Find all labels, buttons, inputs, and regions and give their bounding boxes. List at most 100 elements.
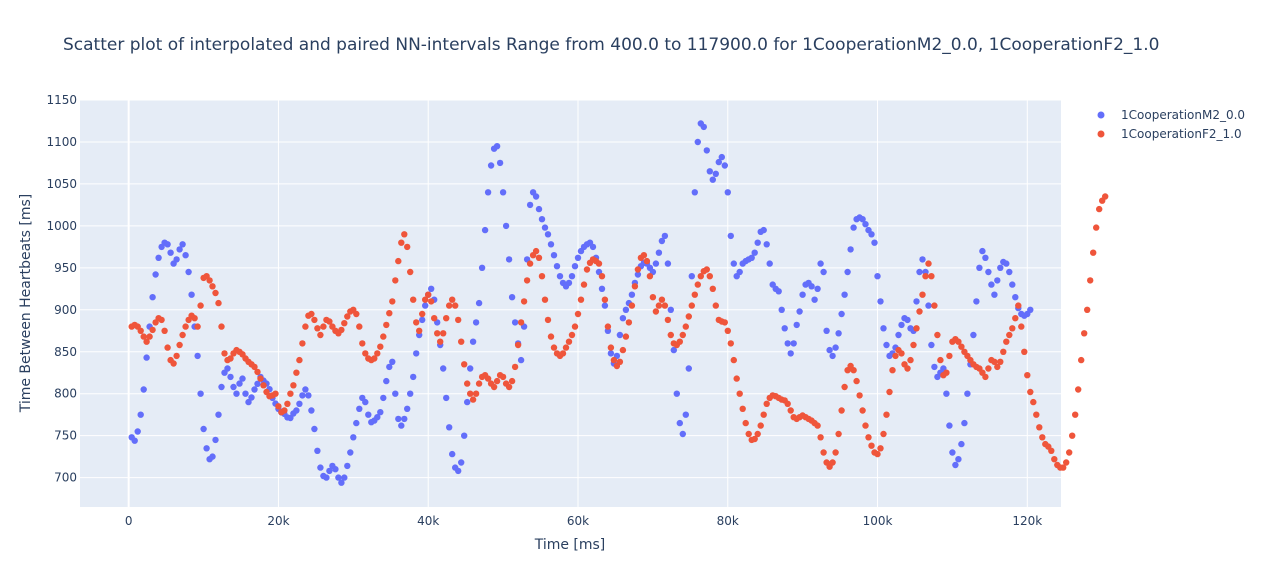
data-point [880, 430, 887, 438]
data-point [883, 341, 890, 349]
data-point [1006, 331, 1013, 339]
data-point [982, 373, 989, 381]
data-point [508, 294, 516, 301]
data-point [1048, 447, 1055, 454]
data-point [610, 356, 618, 364]
data-point [721, 162, 728, 169]
data-point [652, 308, 660, 315]
y-tick-label: 950 [54, 261, 77, 275]
data-point [724, 327, 731, 334]
data-point [646, 273, 654, 280]
data-point [985, 268, 992, 276]
data-point [469, 396, 477, 403]
data-point [601, 296, 609, 303]
data-point [961, 419, 968, 427]
data-point [628, 302, 636, 309]
data-point [736, 390, 743, 397]
x-tick-label: 120k [1012, 514, 1042, 528]
data-point [694, 281, 701, 288]
y-tick-label: 800 [54, 387, 77, 401]
data-point [452, 302, 459, 309]
data-point [844, 268, 851, 276]
data-point [1063, 459, 1070, 466]
data-point [1027, 388, 1034, 396]
data-point [817, 434, 824, 441]
data-point [347, 449, 354, 456]
data-point [362, 350, 369, 357]
data-point [227, 373, 234, 381]
legend-label-1cooperationm2[interactable]: 1CooperationM2_0.0 [1121, 108, 1245, 122]
data-point [877, 298, 884, 305]
data-point [230, 383, 237, 391]
data-point [526, 260, 534, 267]
data-point [254, 368, 261, 376]
data-point [994, 277, 1001, 284]
data-point [413, 350, 420, 357]
data-point [544, 316, 552, 324]
data-point [667, 331, 674, 339]
data-point [218, 383, 225, 391]
data-point [814, 422, 821, 429]
data-point [655, 249, 663, 256]
data-point [416, 327, 423, 334]
data-point [850, 224, 857, 231]
x-tick-label: 0 [125, 514, 133, 528]
data-point [535, 254, 543, 261]
data-point [658, 296, 666, 303]
data-point [164, 241, 171, 248]
data-point [925, 260, 932, 267]
data-point [1075, 386, 1082, 393]
data-point [1084, 306, 1091, 313]
data-point [634, 271, 642, 278]
data-point [173, 256, 180, 263]
data-point [649, 294, 657, 301]
data-point [721, 319, 728, 326]
data-point [550, 252, 558, 259]
data-point [299, 340, 306, 347]
y-tick-label: 700 [54, 471, 77, 485]
data-point [523, 277, 531, 284]
data-point [311, 425, 318, 433]
data-point [182, 252, 189, 259]
data-point [655, 302, 663, 309]
data-point [847, 246, 854, 253]
data-point [140, 386, 147, 393]
data-point [1009, 325, 1016, 332]
data-point [697, 273, 704, 280]
data-point [146, 333, 153, 340]
y-tick-label: 850 [54, 345, 77, 359]
data-point [808, 283, 815, 290]
data-point [559, 350, 567, 357]
data-point [709, 176, 716, 183]
data-point [991, 358, 998, 365]
data-point [727, 340, 734, 347]
data-point [997, 264, 1004, 271]
data-point [712, 302, 719, 309]
data-point [595, 260, 603, 267]
legend[interactable]: 1CooperationM2_0.0 1CooperationF2_1.0 [1097, 108, 1246, 141]
data-point [868, 442, 875, 449]
y-axis-title: Time Between Heartbeats [ms] [18, 194, 34, 414]
legend-label-1cooperationf2[interactable]: 1CooperationF2_1.0 [1121, 127, 1242, 141]
data-point [293, 369, 300, 376]
data-point [931, 302, 938, 309]
data-point [419, 316, 426, 324]
data-point [865, 434, 872, 441]
data-point [850, 367, 857, 374]
data-point [443, 394, 450, 402]
data-point [314, 447, 321, 454]
data-point [751, 435, 758, 443]
data-point [676, 338, 683, 345]
data-point [790, 340, 797, 347]
data-point [401, 415, 408, 423]
data-point [1009, 281, 1016, 288]
data-point [428, 298, 435, 305]
data-point [218, 323, 225, 330]
data-point [505, 256, 513, 263]
data-point [287, 390, 294, 397]
data-point [517, 319, 525, 326]
data-point [556, 273, 564, 280]
data-point [733, 375, 740, 382]
data-point [260, 382, 267, 389]
